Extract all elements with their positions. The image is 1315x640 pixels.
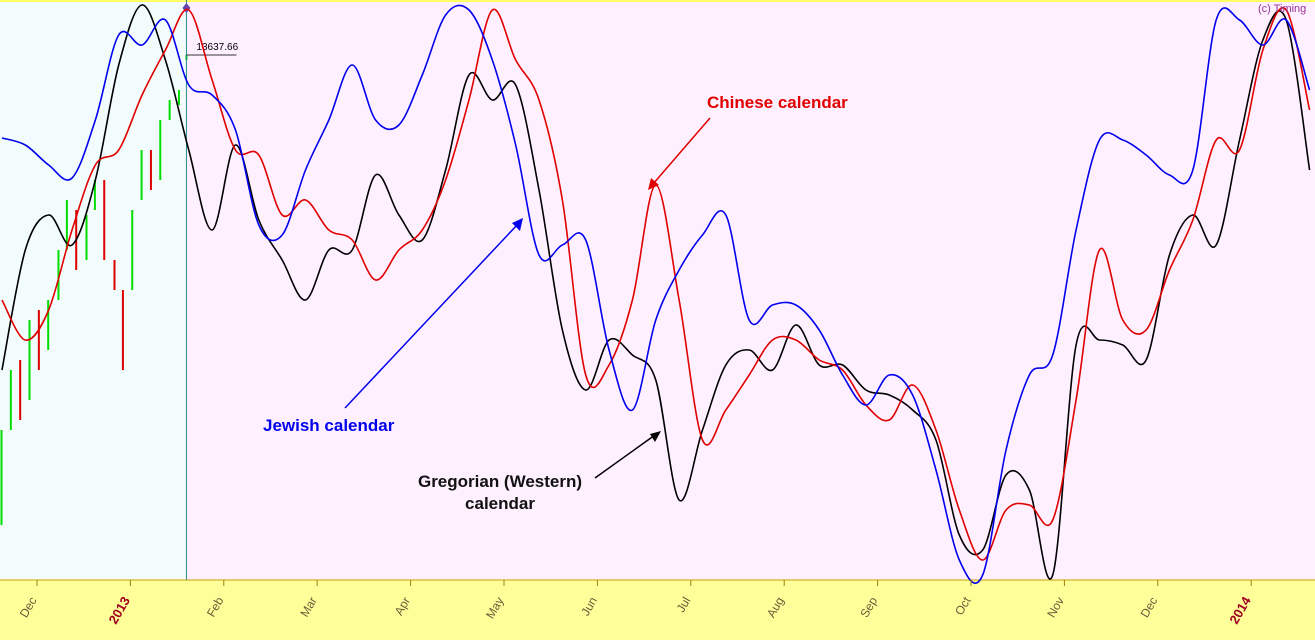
x-tick-label: Jul	[674, 595, 694, 615]
arrow-head	[648, 178, 659, 190]
series-line	[1, 7, 1311, 561]
copyright: (c) Timing	[1258, 3, 1306, 15]
top-border	[0, 0, 1315, 2]
series-line	[1, 4, 1311, 584]
price-background	[0, 0, 186, 580]
arrow-head	[650, 431, 661, 442]
arrow	[652, 117, 711, 185]
annotation: Jewish calendar	[263, 416, 395, 435]
plot: 13637.66	[0, 0, 1311, 584]
annotation: calendar	[465, 494, 535, 513]
annotation: Chinese calendar	[707, 93, 848, 112]
arrow-head	[512, 218, 523, 231]
arrow	[344, 223, 519, 409]
annotation: Gregorian (Western)	[418, 472, 582, 491]
last-price-label: 13637.66	[196, 42, 238, 53]
series-line	[1, 4, 1311, 580]
forecast-background	[186, 0, 1315, 580]
arrow	[594, 434, 656, 479]
x-axis-band	[0, 580, 1315, 640]
